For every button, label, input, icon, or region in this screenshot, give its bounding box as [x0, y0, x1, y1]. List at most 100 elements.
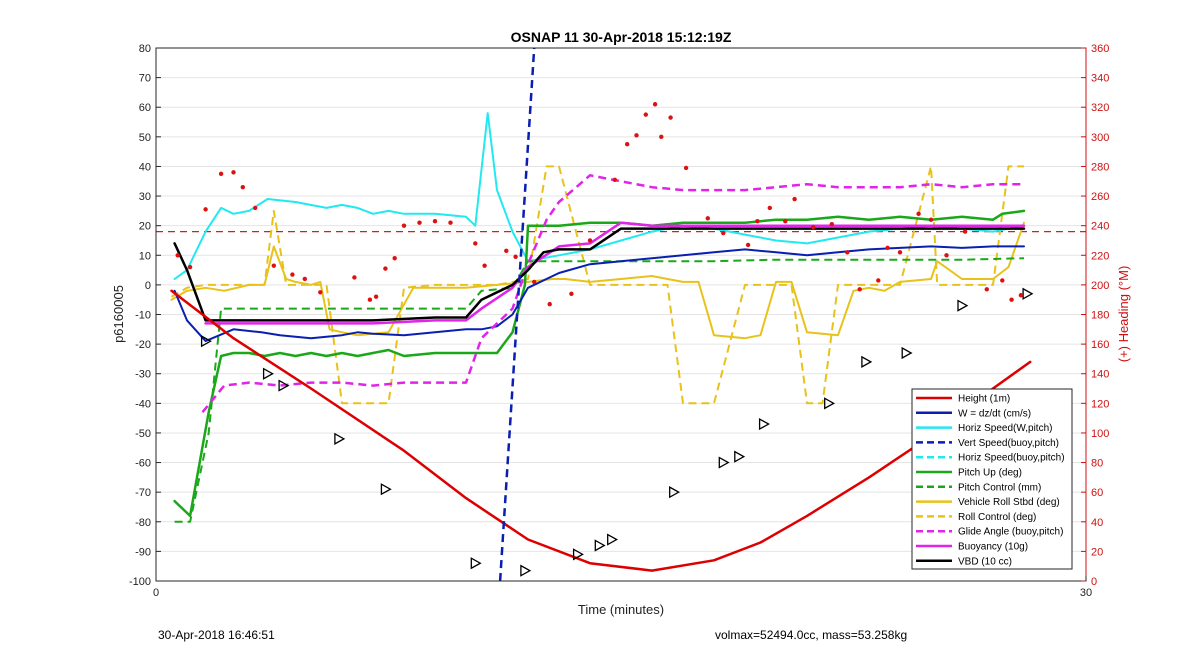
y-axis-label: p6160005	[111, 285, 126, 343]
heading-point	[240, 184, 245, 190]
left-tick-label: 20	[139, 221, 151, 233]
left-tick-label: -90	[135, 546, 151, 558]
right-tick-label: 260	[1091, 191, 1109, 203]
right-tick-label: 320	[1091, 102, 1109, 114]
left-tick-label: 40	[139, 161, 151, 173]
heading-point	[668, 115, 673, 120]
legend-label: Buoyancy (10g)	[958, 542, 1028, 553]
left-tick-label: -100	[129, 576, 151, 588]
heading-point	[745, 242, 751, 248]
series-line-height-1m	[170, 289, 1032, 572]
triangle-marker	[380, 483, 392, 496]
right-tick-label: 20	[1091, 546, 1103, 558]
heading-point	[392, 256, 397, 261]
heading-point	[271, 263, 276, 268]
y2-axis-label: (+) Heading (°M)	[1116, 266, 1131, 363]
heading-point	[432, 219, 438, 224]
triangle-marker	[572, 548, 584, 561]
series-line-buoyancy-10g	[204, 221, 1026, 325]
heading-point	[721, 230, 726, 236]
legend-label: Pitch Control (mm)	[958, 482, 1041, 493]
right-tick-label: 120	[1091, 398, 1109, 410]
heading-point	[1000, 278, 1005, 283]
series-line-pitch-control-mm	[174, 257, 1025, 523]
triangle-marker	[758, 417, 770, 431]
heading-point	[928, 217, 934, 222]
x-axis: 0 30	[153, 576, 1092, 599]
heading-point	[218, 171, 224, 177]
left-tick-label: -60	[135, 458, 151, 470]
heading-point	[373, 294, 379, 299]
right-tick-label: 220	[1091, 250, 1109, 262]
left-tick-label: 30	[139, 191, 151, 203]
x-tick-label: 0	[153, 587, 159, 599]
heading-point	[916, 211, 921, 217]
heading-point	[625, 142, 630, 147]
triangle-marker	[1022, 287, 1034, 300]
right-tick-label: 60	[1091, 487, 1103, 499]
left-axis: 80 70 60 50 40 30 20 10 0 -10 -20 -30 -40 -50 -60 -70 -8…	[129, 43, 161, 588]
right-tick-label: 140	[1091, 369, 1109, 381]
left-tick-label: 50	[139, 132, 151, 144]
heading-point	[634, 133, 639, 138]
left-tick-label: -10	[135, 310, 151, 322]
right-tick-label: 360	[1091, 43, 1109, 55]
chart-title: OSNAP 11 30-Apr-2018 15:12:19Z	[511, 29, 732, 45]
left-tick-label: -80	[135, 517, 151, 529]
heading-point	[811, 224, 816, 230]
legend-label: Glide Angle (buoy,pitch)	[958, 527, 1063, 538]
heading-point	[984, 287, 989, 292]
left-tick-label: 0	[145, 280, 151, 292]
right-tick-label: 180	[1091, 310, 1109, 322]
series-line-roll-control-deg	[171, 165, 1024, 405]
heading-point	[318, 290, 323, 295]
heading-point	[302, 276, 307, 282]
triangle-marker	[734, 450, 746, 463]
heading-point	[231, 170, 236, 175]
right-axis: 3603403203002802602402202001801601401201…	[1081, 43, 1109, 588]
left-tick-label: -50	[135, 428, 151, 440]
heading-point	[944, 253, 949, 258]
left-tick-label: 80	[139, 43, 151, 55]
heading-point	[569, 291, 574, 296]
legend-label: W = dz/dt (cm/s)	[958, 408, 1031, 419]
right-tick-label: 80	[1091, 458, 1103, 470]
x-tick-label: 30	[1080, 587, 1092, 599]
triangle-marker	[824, 397, 836, 410]
heading-point	[290, 272, 295, 277]
right-tick-label: 340	[1091, 73, 1109, 85]
left-tick-label: 70	[139, 73, 151, 85]
triangle-marker	[278, 379, 290, 392]
right-tick-label: 280	[1091, 161, 1109, 173]
heading-point	[352, 275, 357, 280]
heading-point	[367, 297, 373, 302]
heading-point	[1009, 297, 1014, 302]
right-tick-label: 200	[1091, 280, 1109, 292]
heading-point	[513, 254, 518, 259]
heading-point	[857, 287, 862, 292]
heading-point	[504, 248, 509, 254]
series-line-w-dz-dt-cm-s	[173, 245, 1025, 343]
triangle-marker	[594, 539, 606, 552]
heading-point	[401, 223, 407, 228]
series-line-vert-speed-buoy-pitch	[498, 48, 536, 581]
right-tick-label: 0	[1091, 576, 1097, 588]
triangle-marker	[669, 486, 681, 499]
right-tick-label: 160	[1091, 339, 1109, 351]
heading-point	[203, 207, 208, 212]
heading-point	[547, 301, 552, 307]
triangle-marker	[718, 456, 730, 469]
triangle-marker	[861, 355, 873, 368]
heading-point	[253, 205, 258, 211]
triangle-marker	[470, 557, 482, 570]
triangle-marker	[901, 346, 913, 360]
heading-point	[612, 177, 617, 182]
left-tick-label: 10	[139, 250, 151, 262]
heading-point	[448, 220, 453, 225]
heading-point	[885, 245, 890, 251]
heading-point	[643, 112, 648, 117]
heading-point	[417, 220, 422, 225]
heading-point	[587, 238, 593, 243]
triangle-marker	[520, 564, 532, 577]
